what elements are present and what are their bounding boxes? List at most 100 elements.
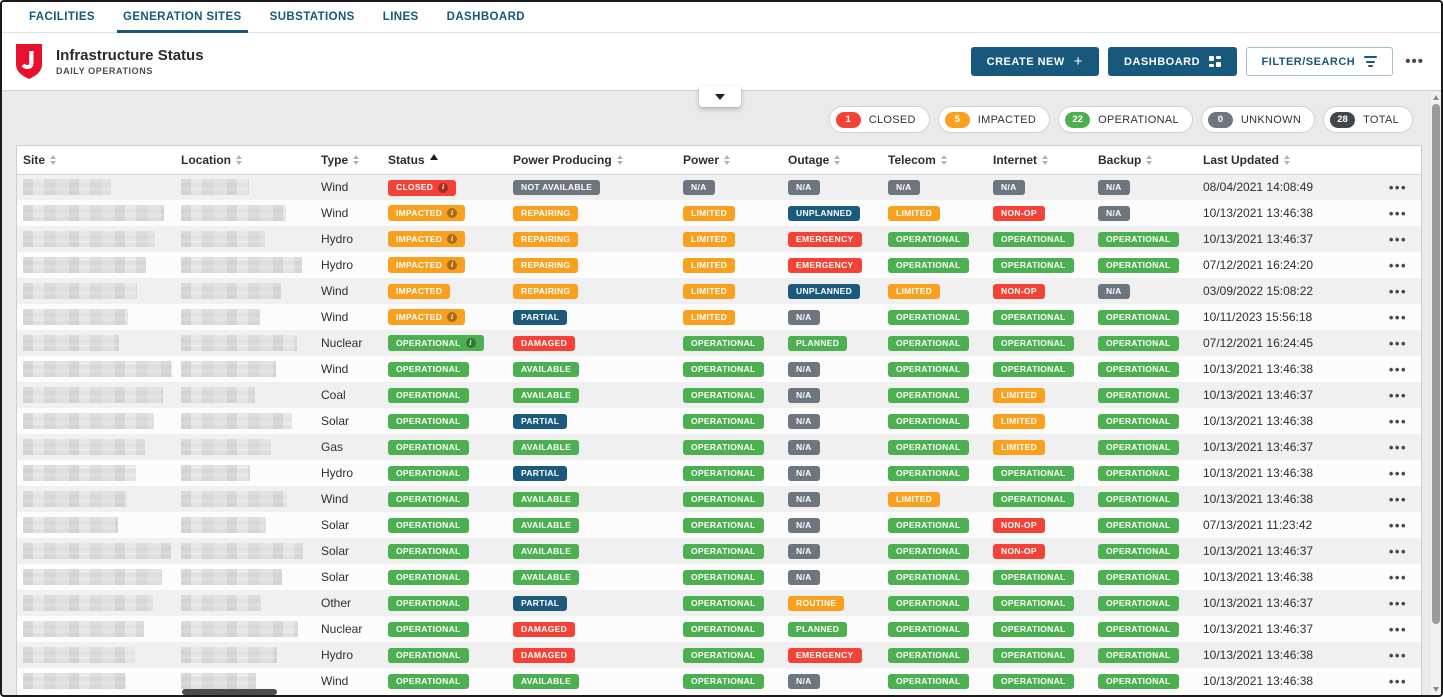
table-row[interactable]: Other OPERATIONAL PARTIAL OPERATIONAL RO… <box>17 590 1421 616</box>
table-row[interactable]: Wind OPERATIONAL AVAILABLE OPERATIONAL N… <box>17 486 1421 512</box>
site-cell <box>17 252 175 278</box>
status-cell: OPERATIONAL <box>382 642 507 668</box>
row-actions-menu[interactable]: ••• <box>1388 543 1407 559</box>
table-row[interactable]: Wind OPERATIONAL AVAILABLE OPERATIONAL N… <box>17 356 1421 382</box>
power-producing-cell: AVAILABLE <box>507 382 677 408</box>
tab-substations[interactable]: SUBSTATIONS <box>269 11 355 23</box>
site-cell <box>17 538 175 564</box>
tab-lines[interactable]: LINES <box>382 11 419 23</box>
table-row[interactable]: Solar OPERATIONAL AVAILABLE OPERATIONAL … <box>17 564 1421 590</box>
table-row[interactable]: Hydro IMPACTED i REPAIRING LIMITED EMERGE… <box>17 252 1421 278</box>
table-row[interactable]: Hydro OPERATIONAL PARTIAL OPERATIONAL N/… <box>17 460 1421 486</box>
column-header-backup[interactable]: Backup <box>1092 146 1197 175</box>
column-header-power-producing[interactable]: Power Producing <box>507 146 677 175</box>
top-navigation: FACILITIES GENERATION SITES SUBSTATIONS … <box>2 2 1441 33</box>
table-row[interactable]: Nuclear OPERATIONAL DAMAGED OPERATIONAL … <box>17 616 1421 642</box>
table-row[interactable]: Hydro IMPACTED i REPAIRING LIMITED EMERGE… <box>17 226 1421 252</box>
tab-dashboard[interactable]: DASHBOARD <box>446 11 525 23</box>
status-cell: OPERATIONAL <box>382 538 507 564</box>
create-new-button[interactable]: CREATE NEW + <box>970 47 1100 76</box>
collapse-panel-toggle[interactable] <box>699 86 741 107</box>
filter-search-button[interactable]: FILTER/SEARCH <box>1245 47 1394 76</box>
row-actions-menu[interactable]: ••• <box>1388 439 1407 455</box>
table-row[interactable]: Wind IMPACTED i PARTIAL LIMITED N/A OPERA… <box>17 304 1421 330</box>
scroll-down-icon[interactable] <box>1433 687 1439 692</box>
table-row[interactable]: Solar OPERATIONAL PARTIAL OPERATIONAL N/… <box>17 408 1421 434</box>
row-actions-menu[interactable]: ••• <box>1388 387 1407 403</box>
last-updated-cell: 10/13/2021 13:46:38 <box>1203 414 1314 428</box>
column-header-type[interactable]: Type <box>315 146 382 175</box>
row-actions-menu[interactable]: ••• <box>1388 205 1407 221</box>
internet-badge: NON-OP <box>993 543 1045 560</box>
info-icon[interactable]: i <box>447 312 458 323</box>
status-cell: IMPACTED i <box>382 304 507 330</box>
column-header-telecom[interactable]: Telecom <box>882 146 987 175</box>
row-actions-menu[interactable]: ••• <box>1388 517 1407 533</box>
table-row[interactable]: Hydro OPERATIONAL DAMAGED OPERATIONAL EM… <box>17 642 1421 668</box>
table-row[interactable]: Wind CLOSED i NOT AVAILABLE N/A N/A N/A N… <box>17 174 1421 200</box>
row-actions-menu[interactable]: ••• <box>1388 231 1407 247</box>
column-header-internet[interactable]: Internet <box>987 146 1092 175</box>
vertical-scrollbar-thumb[interactable] <box>1432 104 1440 624</box>
row-actions-menu[interactable]: ••• <box>1388 413 1407 429</box>
row-actions-menu[interactable]: ••• <box>1388 335 1407 351</box>
table-row[interactable]: Coal OPERATIONAL AVAILABLE OPERATIONAL N… <box>17 382 1421 408</box>
table-row[interactable]: Solar OPERATIONAL AVAILABLE OPERATIONAL … <box>17 538 1421 564</box>
info-icon[interactable]: i <box>447 208 458 219</box>
row-actions-menu[interactable]: ••• <box>1388 257 1407 273</box>
row-actions-menu[interactable]: ••• <box>1388 179 1407 195</box>
info-icon[interactable]: i <box>465 338 476 349</box>
row-actions-menu[interactable]: ••• <box>1388 569 1407 585</box>
location-cell <box>175 538 315 564</box>
type-cell: Wind <box>321 284 349 298</box>
table-row[interactable]: Wind IMPACTED i REPAIRING LIMITED UNPLANN… <box>17 200 1421 226</box>
column-header-outage[interactable]: Outage <box>782 146 882 175</box>
row-actions-menu[interactable]: ••• <box>1388 621 1407 637</box>
dashboard-button[interactable]: DASHBOARD <box>1108 47 1237 76</box>
backup-badge: OPERATIONAL <box>1098 621 1179 638</box>
summary-pill-impacted[interactable]: 5 IMPACTED <box>937 106 1051 133</box>
power-producing-badge: AVAILABLE <box>513 387 580 404</box>
horizontal-scrollbar[interactable] <box>2 688 1431 695</box>
summary-pill-unknown[interactable]: 0 UNKNOWN <box>1200 106 1316 133</box>
row-actions-menu[interactable]: ••• <box>1388 361 1407 377</box>
impacted-count-badge: 5 <box>944 111 970 128</box>
power-badge: OPERATIONAL <box>683 491 764 508</box>
info-icon[interactable]: i <box>447 260 458 271</box>
row-actions-menu[interactable]: ••• <box>1388 283 1407 299</box>
tab-facilities[interactable]: FACILITIES <box>29 11 95 23</box>
row-actions-menu[interactable]: ••• <box>1388 595 1407 611</box>
table-row[interactable]: Nuclear OPERATIONAL i DAMAGED OPERATIONAL… <box>17 330 1421 356</box>
status-cell: OPERATIONAL <box>382 434 507 460</box>
table-row[interactable]: Solar OPERATIONAL AVAILABLE OPERATIONAL … <box>17 512 1421 538</box>
row-actions-menu[interactable]: ••• <box>1388 491 1407 507</box>
backup-badge: OPERATIONAL <box>1098 673 1179 690</box>
row-actions-menu[interactable]: ••• <box>1388 673 1407 689</box>
row-actions-menu[interactable]: ••• <box>1388 309 1407 325</box>
tab-generation-sites[interactable]: GENERATION SITES <box>116 2 248 33</box>
redacted-location-name <box>181 413 292 429</box>
horizontal-scrollbar-thumb[interactable] <box>182 689 277 695</box>
summary-pill-closed[interactable]: 1 CLOSED <box>828 106 930 133</box>
vertical-scrollbar[interactable] <box>1431 92 1441 695</box>
redacted-site-name <box>23 439 145 455</box>
header-more-menu[interactable]: ••• <box>1405 53 1424 70</box>
type-cell: Wind <box>321 180 349 195</box>
table-row[interactable]: Wind IMPACTED REPAIRING LIMITED UNPLANNE… <box>17 278 1421 304</box>
column-header-status[interactable]: Status <box>382 146 507 175</box>
site-cell <box>17 278 175 304</box>
row-actions-menu[interactable]: ••• <box>1388 647 1407 663</box>
site-cell <box>17 434 175 460</box>
info-icon[interactable]: i <box>438 182 449 193</box>
summary-pill-operational[interactable]: 22 OPERATIONAL <box>1058 106 1193 133</box>
row-actions-menu[interactable]: ••• <box>1388 465 1407 481</box>
column-header-power[interactable]: Power <box>677 146 782 175</box>
column-header-last-updated[interactable]: Last Updated <box>1197 146 1332 175</box>
column-header-site[interactable]: Site <box>17 146 175 175</box>
scroll-up-icon[interactable] <box>1433 95 1439 100</box>
summary-pill-total[interactable]: 28 TOTAL <box>1323 106 1413 133</box>
column-header-location[interactable]: Location <box>175 146 315 175</box>
info-icon[interactable]: i <box>447 234 458 245</box>
table-row[interactable]: Gas OPERATIONAL AVAILABLE OPERATIONAL N/… <box>17 434 1421 460</box>
internet-badge: OPERATIONAL <box>993 335 1074 352</box>
